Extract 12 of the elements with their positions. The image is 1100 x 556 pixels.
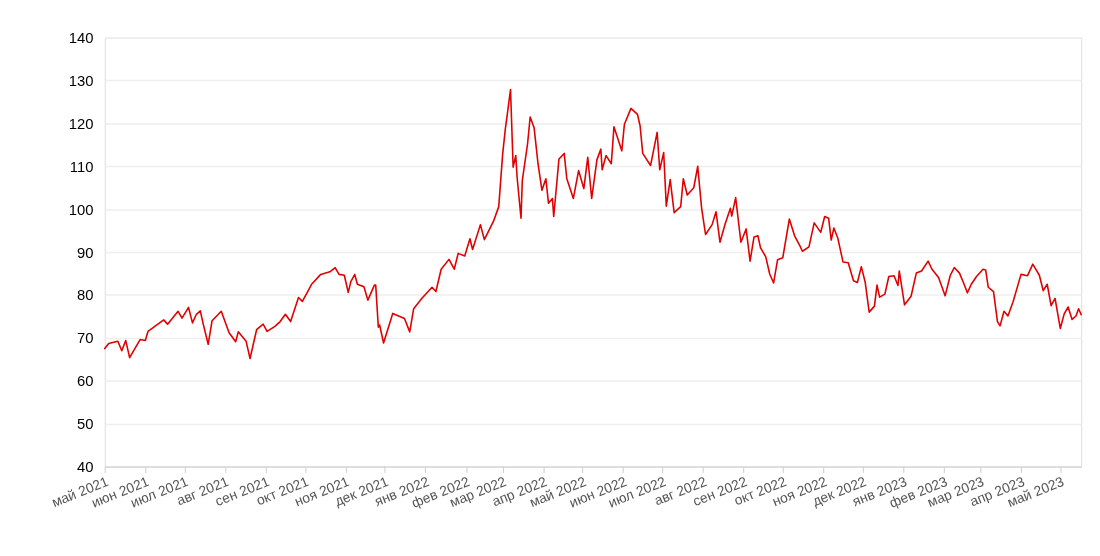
y-tick-label: 130 — [68, 72, 94, 89]
line-series — [103, 88, 1083, 360]
y-tick-label: 70 — [76, 330, 94, 347]
y-tick-label: 90 — [76, 244, 94, 261]
y-tick-label: 40 — [76, 458, 94, 475]
y-tick-label: 80 — [76, 287, 94, 304]
y-tick-label: 60 — [76, 373, 94, 390]
y-tick-label: 50 — [76, 416, 94, 433]
y-tick-label: 100 — [68, 201, 94, 218]
y-tick-label: 110 — [69, 158, 94, 175]
y-tick-label: 140 — [68, 30, 94, 47]
y-tick-label: 120 — [68, 115, 94, 132]
